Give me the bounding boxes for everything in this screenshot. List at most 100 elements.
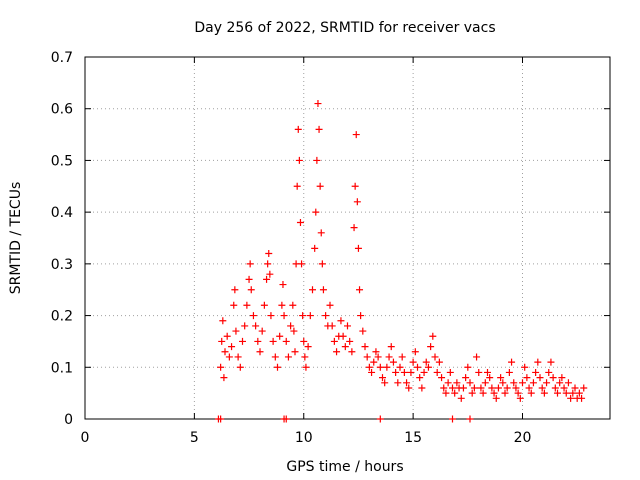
data-point: [523, 374, 531, 382]
data-point: [516, 394, 524, 402]
data-point: [353, 198, 361, 206]
data-point: [453, 379, 461, 387]
data-point: [490, 389, 498, 397]
data-point: [479, 389, 487, 397]
x-tick-label: 10: [295, 430, 313, 446]
data-point: [254, 337, 262, 345]
data-point: [435, 358, 443, 366]
data-point: [462, 374, 470, 382]
data-point: [295, 156, 303, 164]
data-point: [246, 260, 254, 268]
data-point: [260, 301, 268, 309]
data-point: [298, 260, 306, 268]
data-point: [372, 348, 380, 356]
data-point: [497, 374, 505, 382]
data-point: [536, 374, 544, 382]
y-tick-label: 0.1: [51, 360, 73, 376]
x-tick-label: 0: [81, 430, 90, 446]
data-point: [433, 368, 441, 376]
data-point: [368, 368, 376, 376]
data-point: [276, 332, 284, 340]
data-point: [466, 379, 474, 387]
data-point: [534, 358, 542, 366]
data-point: [571, 384, 579, 392]
data-point: [339, 332, 347, 340]
data-point: [354, 244, 362, 252]
data-point: [575, 389, 583, 397]
data-point: [228, 343, 236, 351]
data-point: [427, 343, 435, 351]
data-point: [256, 348, 264, 356]
data-point: [361, 343, 369, 351]
data-point: [422, 358, 430, 366]
data-point: [376, 363, 384, 371]
data-point: [217, 415, 225, 423]
data-point: [473, 353, 481, 361]
data-point: [274, 363, 281, 371]
data-point: [363, 353, 371, 361]
data-point: [449, 415, 456, 423]
data-point: [304, 343, 312, 351]
data-point: [267, 312, 275, 320]
data-point: [341, 343, 349, 351]
y-tick-label: 0.6: [51, 102, 73, 118]
data-point: [538, 384, 546, 392]
data-point: [389, 358, 397, 366]
data-point: [291, 348, 299, 356]
data-point: [457, 394, 465, 402]
data-point: [322, 312, 330, 320]
y-tick-label: 0.5: [51, 153, 73, 169]
data-point: [223, 332, 231, 340]
data-point: [405, 384, 413, 392]
data-point: [446, 368, 454, 376]
data-point: [545, 368, 553, 376]
data-point: [468, 389, 476, 397]
data-point: [344, 322, 351, 330]
x-axis-label: GPS time / hours: [286, 459, 403, 475]
data-point: [293, 182, 301, 190]
data-point: [269, 337, 277, 345]
data-point: [385, 353, 393, 361]
data-point: [503, 384, 511, 392]
data-point: [315, 125, 323, 133]
y-axis: 0 0.1 0.2 0.3 0.4 0.5 0.6 0.7: [51, 50, 610, 428]
data-point: [409, 358, 417, 366]
data-point: [365, 363, 373, 371]
data-point: [370, 358, 378, 366]
data-point: [376, 415, 384, 423]
data-point: [348, 348, 356, 356]
grid-lines: [85, 57, 610, 419]
data-point: [379, 374, 386, 382]
data-point: [359, 327, 367, 335]
data-point: [317, 229, 325, 237]
data-point: [383, 363, 391, 371]
data-point: [420, 368, 428, 376]
data-point: [562, 389, 570, 397]
data-point: [540, 389, 548, 397]
data-point: [521, 363, 529, 371]
data-point: [527, 389, 535, 397]
data-point: [278, 301, 286, 309]
data-point: [330, 337, 338, 345]
data-point: [249, 312, 257, 320]
data-point: [318, 260, 326, 268]
data-point: [470, 384, 478, 392]
data-point: [287, 322, 295, 330]
data-point: [558, 374, 566, 382]
data-point: [431, 353, 439, 361]
data-point: [578, 394, 586, 402]
data-point: [477, 384, 485, 392]
data-point: [232, 327, 240, 335]
chart-title: Day 256 of 2022, SRMTID for receiver vac…: [194, 20, 495, 36]
data-point: [532, 368, 540, 376]
data-point: [351, 182, 359, 190]
data-point: [282, 337, 290, 345]
data-point: [247, 286, 255, 294]
plot-frame: [84, 56, 611, 420]
data-point: [333, 348, 341, 356]
data-point: [337, 317, 345, 325]
data-point: [407, 368, 415, 376]
data-point: [519, 379, 526, 387]
data-point: [219, 317, 227, 325]
data-point: [301, 353, 309, 361]
